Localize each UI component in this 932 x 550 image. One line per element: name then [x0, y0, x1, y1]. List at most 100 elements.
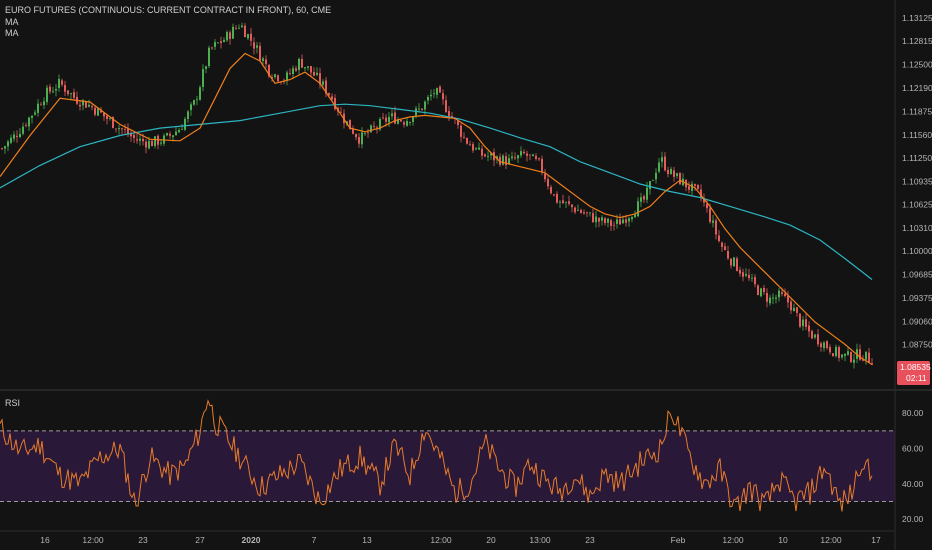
candle-body [157, 135, 159, 145]
candle-body [751, 277, 753, 279]
candle-body [220, 41, 222, 44]
time-tick-label: 13 [362, 535, 372, 545]
candle-body [64, 84, 66, 92]
candle-body [544, 173, 546, 180]
candle-body [151, 140, 153, 147]
candle-body [835, 346, 837, 357]
candle-body [601, 217, 603, 221]
candle-body [652, 180, 654, 181]
time-tick-label: 20 [486, 535, 496, 545]
candle-body [568, 201, 570, 204]
candle-body [103, 112, 105, 117]
candle-body [304, 67, 306, 69]
candle-body [511, 156, 513, 159]
candle-body [571, 204, 573, 208]
candle-body [769, 297, 771, 304]
candle-body [91, 106, 93, 108]
candle-body [598, 217, 600, 222]
candle-body [475, 148, 477, 150]
candle-body [718, 235, 720, 242]
candle-body [814, 334, 816, 338]
time-tick-label: 10 [778, 535, 788, 545]
candle-body [376, 127, 378, 129]
candle-body [292, 68, 294, 75]
candle-body [841, 354, 843, 358]
candle-body [10, 137, 12, 143]
candle-body [25, 125, 27, 126]
candle-body [319, 73, 321, 85]
time-tick-label: 12:00 [82, 535, 104, 545]
candle-body [274, 74, 276, 78]
candle-body [712, 220, 714, 223]
price-tick-label: 1.13125 [902, 13, 932, 23]
candle-body [46, 87, 48, 102]
candle-body [730, 258, 732, 266]
rsi-axis: 80.00 60.00 40.00 20.00 [902, 408, 924, 524]
candle-body [358, 137, 360, 144]
candle-body [316, 72, 318, 75]
candle-body [649, 181, 651, 190]
candle-body [655, 172, 657, 180]
candle-body [61, 80, 63, 85]
candle-body [604, 218, 606, 224]
candle-body [847, 351, 849, 355]
candle-body [517, 155, 519, 159]
candle-body [355, 133, 357, 138]
candle-body [490, 153, 492, 156]
candle-body [844, 353, 846, 356]
candle-body [625, 219, 627, 223]
candle-body [232, 26, 234, 39]
candle-body [772, 297, 774, 299]
candle-body [727, 250, 729, 259]
candle-body [136, 139, 138, 141]
rsi-legend[interactable]: RSI [5, 398, 21, 408]
candle-body [154, 136, 156, 147]
candle-body [310, 66, 312, 73]
candle-body [229, 32, 231, 39]
candle-body [574, 207, 576, 213]
candle-body [706, 203, 708, 209]
time-axis[interactable]: 16 12:00 23 27 2020 7 13 12:00 20 13:00 23 Feb 12:00… [40, 535, 881, 545]
candle-body [286, 72, 288, 81]
candle-body [778, 290, 780, 298]
candle-body [613, 224, 615, 226]
candle-body [742, 272, 744, 277]
candle-body [631, 216, 633, 220]
candle-body [661, 157, 663, 162]
candle-body [721, 242, 723, 247]
candle-body [85, 101, 87, 108]
candle-body [145, 141, 147, 148]
candle-body [382, 117, 384, 119]
candle-body [469, 144, 471, 146]
candle-body [664, 156, 666, 171]
candle-body [97, 108, 99, 116]
candle-body [250, 33, 252, 41]
candle-body [295, 68, 297, 71]
candle-body [130, 133, 132, 137]
ma-legend-2[interactable]: MA [5, 28, 19, 38]
time-tick-label: 2020 [242, 535, 261, 545]
candle-body [787, 295, 789, 303]
candle-body [223, 39, 225, 42]
ma-legend-1[interactable]: MA [5, 17, 19, 27]
candle-body [202, 69, 204, 87]
candle-body [709, 208, 711, 222]
candle-body [850, 352, 852, 363]
price-tick-label: 1.10935 [902, 176, 932, 186]
candle-body [109, 118, 111, 119]
candle-body [637, 201, 639, 217]
candle-body [259, 45, 261, 61]
time-tick-label: 16 [40, 535, 50, 545]
candle-body [373, 126, 375, 127]
candle-body [31, 115, 33, 119]
candle-body [628, 218, 630, 222]
candle-body [853, 359, 855, 363]
rsi-tick-label: 60.00 [902, 444, 924, 454]
candle-body [763, 287, 765, 292]
candle-body [715, 220, 717, 235]
candle-body [688, 186, 690, 190]
candle-body [583, 212, 585, 214]
candle-body [1, 148, 3, 150]
price-tick-label: 1.10625 [902, 200, 932, 210]
candle-body [523, 151, 525, 154]
